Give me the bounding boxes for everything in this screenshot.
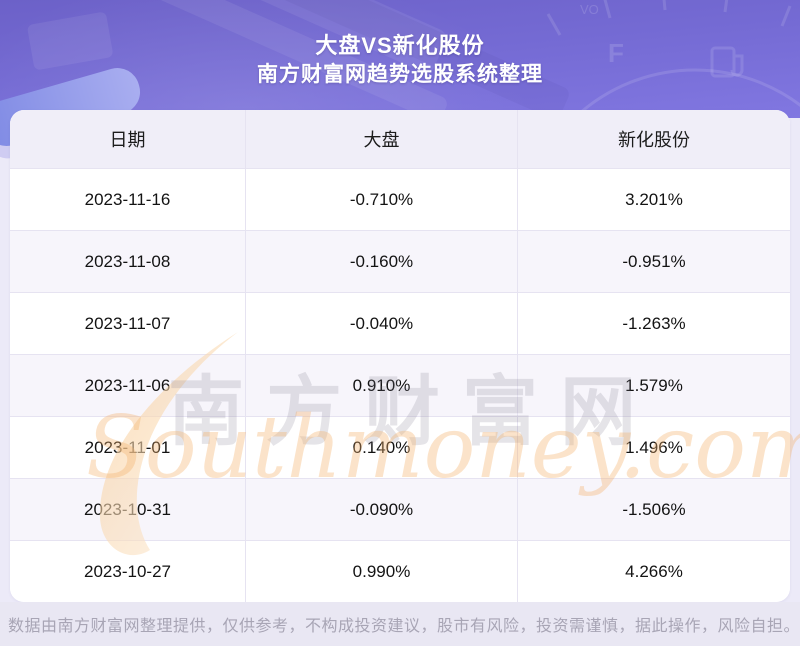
cell-date: 2023-11-06: [84, 375, 171, 395]
cell-market: 0.990%: [245, 541, 517, 602]
page-subtitle: 南方财富网趋势选股系统整理: [257, 63, 543, 86]
page-title: 大盘VS新化股份: [315, 33, 485, 58]
table-body: 2023-11-16 -0.710% 3.201% 2023-11-08 -0.160%…: [10, 168, 790, 602]
table-row: 2023-11-08 -0.160% -0.951%: [10, 230, 790, 292]
disclaimer-text: 数据由南方财富网整理提供，仅供参考，不构成投资建议，股市有风险，投资需谨慎，据此…: [8, 618, 800, 635]
column-header-date: 日期: [109, 130, 146, 150]
cell-date: 2023-10-27: [84, 561, 171, 581]
table-header-row: 日期 大盘 新化股份: [10, 110, 790, 168]
cell-date: 2023-11-16: [84, 189, 171, 209]
table-row: 2023-11-07 -0.040% -1.263%: [10, 292, 790, 354]
cell-market: -0.160%: [245, 231, 517, 292]
table-row: 2023-11-01 0.140% 1.496%: [10, 416, 790, 478]
cell-stock: 3.201%: [517, 169, 790, 230]
cell-market: -0.040%: [245, 293, 517, 354]
cell-date: 2023-11-01: [84, 437, 171, 457]
cell-market: -0.710%: [245, 169, 517, 230]
comparison-table: 日期 大盘 新化股份 2023-11-16 -0.710% 3.201% 2023-1…: [10, 110, 790, 602]
cell-stock: 1.496%: [517, 417, 790, 478]
cell-stock: 4.266%: [517, 541, 790, 602]
table-row: 2023-10-27 0.990% 4.266%: [10, 540, 790, 602]
table-row: 2023-10-31 -0.090% -1.506%: [10, 478, 790, 540]
footer-disclaimer-bar: 数据由南方财富网整理提供，仅供参考，不构成投资建议，股市有风险，投资需谨慎，据此…: [0, 602, 800, 646]
cell-market: -0.090%: [245, 479, 517, 540]
column-header-market: 大盘: [245, 110, 517, 168]
cell-stock: 1.579%: [517, 355, 790, 416]
cell-date: 2023-10-31: [84, 499, 171, 519]
cell-date: 2023-11-08: [84, 251, 171, 271]
table-row: 2023-11-06 0.910% 1.579%: [10, 354, 790, 416]
cell-stock: -0.951%: [517, 231, 790, 292]
cell-market: 0.140%: [245, 417, 517, 478]
cell-stock: -1.263%: [517, 293, 790, 354]
cell-date: 2023-11-07: [84, 313, 171, 333]
cell-market: 0.910%: [245, 355, 517, 416]
table-row: 2023-11-16 -0.710% 3.201%: [10, 168, 790, 230]
cell-stock: -1.506%: [517, 479, 790, 540]
svg-text:VO: VO: [580, 2, 599, 17]
column-header-stock: 新化股份: [517, 110, 790, 168]
